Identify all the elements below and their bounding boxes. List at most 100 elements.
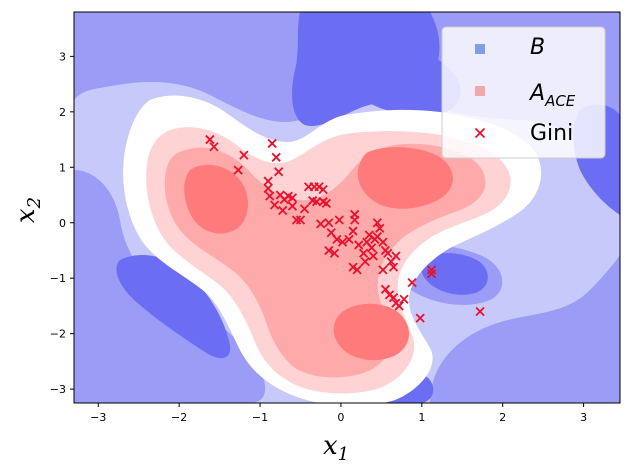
legend-marker-gini — [474, 127, 486, 139]
gini-point — [329, 248, 340, 258]
y-tick-label: 1 — [59, 161, 66, 174]
legend-gini-x-stroke — [474, 127, 486, 139]
gini-point-stroke — [348, 226, 358, 236]
gini-point-stroke — [316, 219, 326, 229]
x-tick-label: 1 — [418, 411, 425, 424]
gini-point-stroke — [263, 183, 273, 194]
y-axis-label-main: x — [11, 208, 41, 223]
gini-point — [321, 198, 332, 208]
gini-point — [287, 193, 298, 203]
gini-point — [269, 200, 280, 210]
y-tick-label: 3 — [59, 50, 66, 63]
gini-point — [316, 219, 326, 229]
gini-point-stroke — [399, 294, 409, 304]
y-axis-ticks: −3 −2 −1 0 1 2 3 — [50, 50, 74, 396]
legend: B AACE Gini — [441, 26, 606, 159]
gini-point — [380, 284, 391, 294]
gini-point — [287, 201, 298, 211]
gini-point — [324, 245, 334, 256]
gini-point-stroke — [324, 245, 334, 256]
gini-point-stroke — [352, 265, 362, 275]
red-dark-bottom — [333, 303, 409, 361]
gini-point-stroke — [205, 134, 215, 145]
gini-point-stroke — [388, 292, 399, 303]
gini-point — [239, 150, 249, 160]
gini-point-stroke — [318, 184, 328, 195]
gini-point-stroke — [372, 231, 382, 242]
gini-point-stroke — [378, 265, 388, 275]
x-axis-label-sub: 1 — [338, 444, 349, 465]
gini-point-stroke — [287, 201, 298, 211]
gini-point-stroke — [344, 234, 354, 245]
gini-point-stroke — [362, 237, 372, 247]
gini-point — [271, 152, 281, 162]
legend-label-a-ace-sub: ACE — [544, 92, 576, 110]
gini-point — [426, 269, 437, 279]
gini-point — [388, 262, 399, 272]
gini-point — [475, 306, 485, 317]
gini-point — [265, 191, 275, 201]
gini-point — [378, 265, 388, 275]
gini-point-stroke — [350, 215, 360, 225]
gini-point-stroke — [295, 215, 306, 225]
legend-gini-x — [474, 127, 486, 139]
x-tick-label: 2 — [499, 411, 506, 424]
gini-point — [407, 278, 417, 288]
blue-mid-bottom-right — [430, 255, 620, 403]
y-axis-label: x2 — [11, 197, 45, 223]
gini-point-stroke — [391, 251, 401, 261]
gini-point-stroke — [367, 243, 377, 253]
gini-point-stroke — [329, 248, 340, 258]
gini-point-stroke — [278, 205, 288, 216]
gini-point — [332, 234, 342, 245]
gini-point — [360, 256, 370, 267]
gini-point-stroke — [318, 197, 328, 207]
x-tick-label: 0 — [337, 411, 344, 424]
gini-point-stroke — [275, 190, 285, 200]
x-axis-label: x1 — [323, 431, 349, 465]
gini-point-stroke — [324, 218, 334, 228]
gini-point-stroke — [360, 256, 370, 267]
x-tick-label: −1 — [252, 411, 268, 424]
gini-point-stroke — [388, 262, 399, 272]
gini-point — [209, 142, 219, 152]
gini-point-stroke — [394, 301, 404, 311]
gini-point — [274, 167, 284, 177]
gini-point-stroke — [265, 191, 275, 201]
gini-point-stroke — [426, 269, 437, 279]
gini-point-stroke — [326, 228, 336, 238]
legend-label-gini: Gini — [530, 121, 573, 146]
gini-point-stroke — [263, 176, 273, 186]
gini-point-stroke — [368, 251, 378, 261]
x-tick-label: −2 — [171, 411, 187, 424]
gini-point — [352, 265, 362, 275]
gini-point — [394, 301, 404, 311]
gini-point-stroke — [299, 204, 310, 214]
gini-point-stroke — [378, 237, 388, 247]
gini-point — [278, 205, 288, 216]
gini-scatter-series — [205, 134, 485, 323]
gini-point-stroke — [332, 234, 342, 245]
gini-point — [267, 138, 277, 149]
gini-point — [291, 215, 302, 225]
x-tick-label: −3 — [90, 411, 106, 424]
red-dark-right — [357, 147, 453, 209]
gini-point-stroke — [415, 313, 425, 323]
legend-label-b: B — [530, 35, 545, 60]
gini-point-stroke — [209, 142, 219, 152]
gini-point-stroke — [337, 237, 348, 247]
y-tick-label: −2 — [50, 328, 66, 341]
gini-point — [368, 251, 378, 261]
gini-point — [299, 204, 310, 214]
gini-point — [383, 248, 393, 258]
gini-point-stroke — [271, 152, 281, 162]
gini-point-stroke — [375, 223, 385, 233]
gini-point-stroke — [239, 150, 249, 160]
gini-point — [263, 183, 273, 194]
gini-point — [295, 215, 306, 225]
gini-point — [388, 292, 399, 303]
legend-marker-a-ace — [475, 86, 485, 96]
y-tick-label: −1 — [50, 272, 66, 285]
x-axis-ticks: −3 −2 −1 0 1 2 3 — [90, 403, 587, 424]
